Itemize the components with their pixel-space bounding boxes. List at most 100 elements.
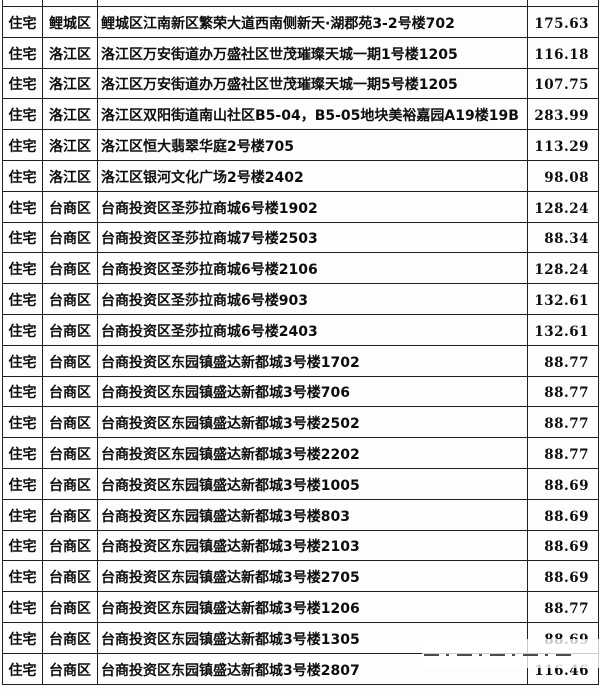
- table-row: 住宅 台商区 台商投资区东园镇盛达新都城3号楼706 88.77: [2, 375, 599, 408]
- address-cell: 台商投资区圣莎拉商城6号楼903: [97, 283, 528, 315]
- district-cell: 台商区: [42, 437, 98, 469]
- address-cell: 洛江区万安街道办万盛社区世茂璀璨天城一期1号楼1205: [97, 36, 528, 69]
- area-cell: 88.69: [527, 467, 599, 500]
- type-cell: 住宅: [2, 344, 43, 377]
- district-cell: 台商区: [42, 467, 98, 500]
- address-cell: 台商投资区东园镇盛达新都城3号楼706: [97, 375, 528, 408]
- district-cell: 台商区: [42, 591, 98, 623]
- type-cell: 住宅: [2, 67, 43, 100]
- table-row: 住宅 洛江区 洛江区双阳街道南山社区B5-04，B5-05地块美裕嘉园A19楼1…: [2, 98, 599, 131]
- district-cell: 鲤城区: [42, 6, 98, 38]
- district-cell: 台商区: [42, 560, 98, 593]
- area-cell: 283.99: [527, 98, 599, 131]
- table-row: 住宅 台商区 台商投资区东园镇盛达新都城3号楼2705 88.69: [2, 560, 599, 593]
- type-cell: 住宅: [2, 190, 43, 223]
- address-cell: 洛江区双阳街道南山社区B5-04，B5-05地块美裕嘉园A19楼19B: [97, 98, 528, 131]
- district-cell: 台商区: [42, 652, 98, 685]
- area-cell: 88.69: [527, 560, 599, 593]
- address-cell: 台商投资区圣莎拉商城7号楼2503: [97, 221, 528, 254]
- district-cell: 洛江区: [42, 159, 98, 192]
- address-cell: 台商投资区东园镇盛达新都城3号楼2502: [97, 406, 528, 439]
- type-cell: 住宅: [2, 221, 43, 254]
- type-cell: 住宅: [2, 529, 43, 562]
- district-cell: 洛江区: [42, 36, 98, 69]
- area-cell: 88.77: [527, 591, 599, 623]
- table-row: 住宅 鲤城区 鲤城区江南新区繁荣大道西南侧新天·湖郡苑3-2号楼702 175.…: [2, 6, 599, 38]
- address-cell: 台商投资区东园镇盛达新都城3号楼2202: [97, 437, 528, 469]
- scan-dash-line: [424, 654, 576, 656]
- address-cell: 台商投资区圣莎拉商城6号楼2403: [97, 313, 528, 346]
- address-cell: 台商投资区东园镇盛达新都城3号楼2103: [97, 529, 528, 562]
- address-cell: 台商投资区东园镇盛达新都城3号楼1206: [97, 591, 528, 623]
- area-cell: 98.08: [527, 159, 599, 192]
- address-cell: 台商投资区圣莎拉商城6号楼2106: [97, 252, 528, 285]
- area-cell: 128.24: [527, 252, 599, 285]
- area-cell: 88.69: [527, 529, 599, 562]
- type-cell: 住宅: [2, 467, 43, 500]
- table-row: 住宅 台商区 台商投资区东园镇盛达新都城3号楼2202 88.77: [2, 437, 599, 469]
- district-cell: 台商区: [42, 283, 98, 315]
- type-cell: 住宅: [2, 313, 43, 346]
- table-row: 住宅 台商区 台商投资区东园镇盛达新都城3号楼1206 88.77: [2, 591, 599, 623]
- district-cell: 洛江区: [42, 67, 98, 100]
- area-cell: 113.29: [527, 129, 599, 161]
- area-cell: 88.77: [527, 375, 599, 408]
- address-cell: 台商投资区东园镇盛达新都城3号楼1005: [97, 467, 528, 500]
- district-cell: 洛江区: [42, 98, 98, 131]
- type-cell: 住宅: [2, 36, 43, 69]
- district-cell: 台商区: [42, 190, 98, 223]
- type-cell: 住宅: [2, 6, 43, 38]
- type-cell: 住宅: [2, 406, 43, 439]
- district-cell: 台商区: [42, 406, 98, 439]
- district-cell: 洛江区: [42, 129, 98, 161]
- area-cell: 132.61: [527, 283, 599, 315]
- type-cell: 住宅: [2, 159, 43, 192]
- type-cell: 住宅: [2, 129, 43, 161]
- table-row: 住宅 台商区 台商投资区东园镇盛达新都城3号楼803 88.69: [2, 498, 599, 531]
- district-cell: 台商区: [42, 498, 98, 531]
- address-cell: 洛江区银河文化广场2号楼2402: [97, 159, 528, 192]
- table-row: 住宅 台商区 台商投资区圣莎拉商城6号楼2403 132.61: [2, 313, 599, 346]
- area-cell: 88.77: [527, 437, 599, 469]
- table-row: 住宅 台商区 台商投资区圣莎拉商城6号楼1902 128.24: [2, 190, 599, 223]
- table-row: 住宅 台商区 台商投资区东园镇盛达新都城3号楼1702 88.77: [2, 344, 599, 377]
- type-cell: 住宅: [2, 591, 43, 623]
- table-row: 住宅 台商区 台商投资区圣莎拉商城6号楼2106 128.24: [2, 252, 599, 285]
- table-row: 住宅 洛江区 洛江区万安街道办万盛社区世茂璀璨天城一期1号楼1205 116.1…: [2, 36, 599, 69]
- type-cell: 住宅: [2, 252, 43, 285]
- type-cell: 住宅: [2, 621, 43, 654]
- area-cell: 107.75: [527, 67, 599, 100]
- type-cell: 住宅: [2, 437, 43, 469]
- address-cell: 台商投资区东园镇盛达新都城3号楼2705: [97, 560, 528, 593]
- area-cell: 88.77: [527, 406, 599, 439]
- type-cell: 住宅: [2, 498, 43, 531]
- district-cell: 台商区: [42, 375, 98, 408]
- type-cell: 住宅: [2, 560, 43, 593]
- district-cell: 台商区: [42, 221, 98, 254]
- address-cell: 台商投资区东园镇盛达新都城3号楼1702: [97, 344, 528, 377]
- table-row: 住宅 洛江区 洛江区银河文化广场2号楼2402 98.08: [2, 159, 599, 192]
- district-cell: 台商区: [42, 529, 98, 562]
- table-row: 住宅 洛江区 洛江区恒大翡翠华庭2号楼705 113.29: [2, 129, 599, 161]
- district-cell: 台商区: [42, 621, 98, 654]
- address-cell: 洛江区恒大翡翠华庭2号楼705: [97, 129, 528, 161]
- area-cell: 88.34: [527, 221, 599, 254]
- area-cell: 128.24: [527, 190, 599, 223]
- district-cell: 台商区: [42, 313, 98, 346]
- type-cell: 住宅: [2, 283, 43, 315]
- scan-fade-overlay: [422, 639, 600, 668]
- area-cell: 88.69: [527, 498, 599, 531]
- table-row: 住宅 台商区 台商投资区东园镇盛达新都城3号楼2502 88.77: [2, 406, 599, 439]
- table-row: 住宅 洛江区 洛江区万安街道办万盛社区世茂璀璨天城一期5号楼1205 107.7…: [2, 67, 599, 100]
- table-row: 住宅 台商区 台商投资区圣莎拉商城7号楼2503 88.34: [2, 221, 599, 254]
- district-cell: 台商区: [42, 344, 98, 377]
- area-cell: 132.61: [527, 313, 599, 346]
- table-row: 住宅 台商区 台商投资区东园镇盛达新都城3号楼2103 88.69: [2, 529, 599, 562]
- address-cell: 洛江区万安街道办万盛社区世茂璀璨天城一期5号楼1205: [97, 67, 528, 100]
- area-cell: 88.77: [527, 344, 599, 377]
- district-cell: 台商区: [42, 252, 98, 285]
- address-cell: 台商投资区东园镇盛达新都城3号楼803: [97, 498, 528, 531]
